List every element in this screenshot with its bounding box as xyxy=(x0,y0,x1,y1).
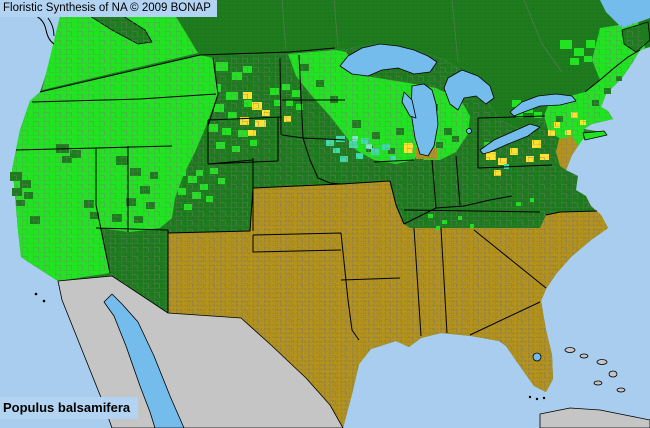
state-borders xyxy=(15,47,641,341)
species-label: Populus balsamifera xyxy=(0,397,139,419)
map-title: Floristic Synthesis of NA © 2009 BONAP xyxy=(0,0,217,17)
florida-keys xyxy=(528,395,546,401)
gulf-of-california xyxy=(103,293,185,428)
green-bay xyxy=(401,91,417,119)
lake-ontario xyxy=(509,93,577,117)
islands xyxy=(34,130,650,428)
channel-islands xyxy=(34,292,46,303)
cuba xyxy=(539,407,650,428)
lake-michigan xyxy=(410,83,439,157)
lake-erie xyxy=(479,123,541,155)
bahamas xyxy=(564,347,626,393)
lake-superior xyxy=(339,43,438,77)
long-island xyxy=(582,130,608,141)
lake-okeechobee xyxy=(532,352,542,362)
gulf-of-st-lawrence xyxy=(600,0,650,28)
lake-huron xyxy=(443,69,495,111)
puget-sound xyxy=(35,15,55,45)
lake-st-clair xyxy=(466,128,472,134)
mexico-region xyxy=(57,275,344,428)
great-lakes xyxy=(339,43,577,362)
